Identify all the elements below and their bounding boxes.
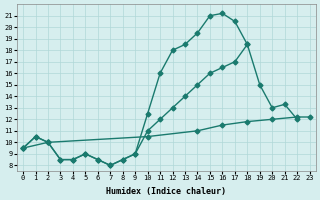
X-axis label: Humidex (Indice chaleur): Humidex (Indice chaleur): [106, 187, 226, 196]
